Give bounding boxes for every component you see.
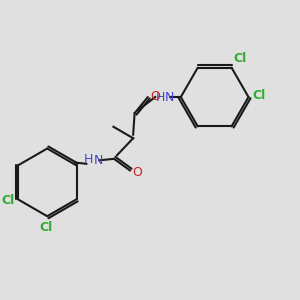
Text: N: N: [93, 154, 103, 167]
Text: Cl: Cl: [1, 194, 14, 207]
Text: Cl: Cl: [233, 52, 246, 65]
Text: Cl: Cl: [39, 220, 52, 234]
Text: N: N: [165, 91, 175, 103]
Text: H: H: [83, 153, 93, 166]
Text: H: H: [155, 91, 165, 103]
Text: O: O: [150, 90, 160, 103]
Text: Cl: Cl: [252, 89, 265, 102]
Text: O: O: [132, 166, 142, 178]
